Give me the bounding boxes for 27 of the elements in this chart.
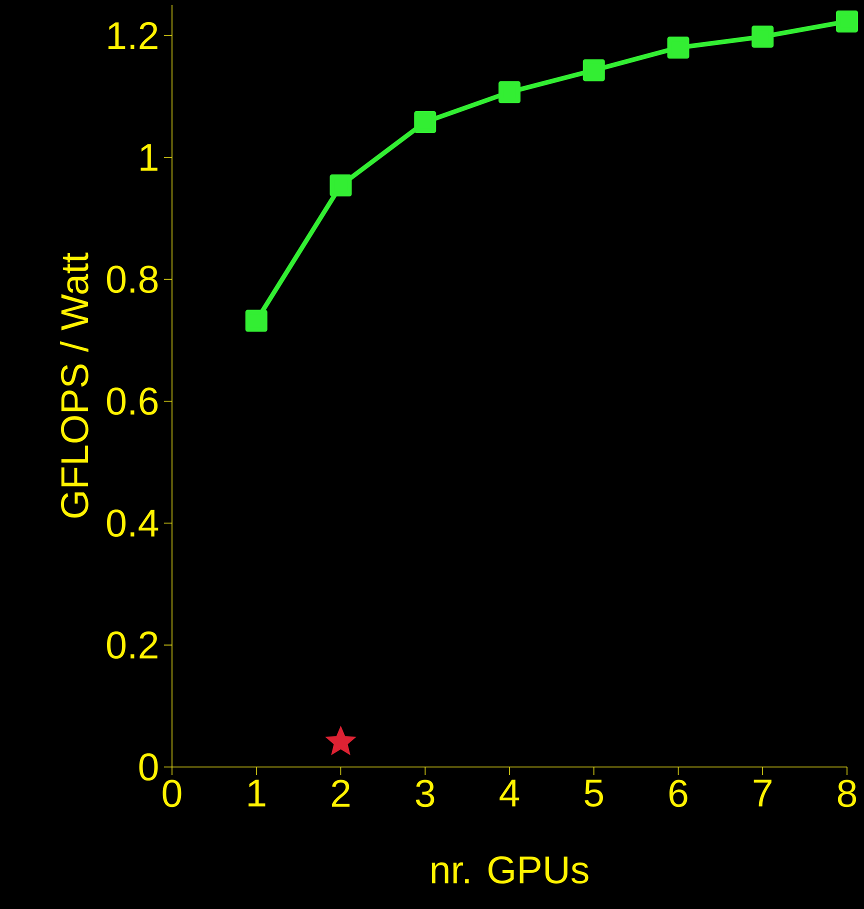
x-tick-label: 3 bbox=[416, 780, 434, 808]
point bbox=[582, 59, 605, 82]
x-tick-label: 1 bbox=[248, 780, 266, 806]
point bbox=[752, 26, 774, 48]
point bbox=[245, 310, 268, 332]
x-tick-label: 7 bbox=[754, 780, 772, 806]
point bbox=[667, 36, 690, 59]
y-axis-title: GFLOPS / Watt bbox=[60, 252, 88, 518]
x-tick-label: 2 bbox=[332, 780, 350, 807]
point bbox=[498, 81, 521, 104]
x-tick-label: 4 bbox=[500, 780, 520, 806]
x-tick-label: 6 bbox=[669, 780, 688, 808]
y-tick-label: 0 bbox=[139, 753, 158, 781]
y-tick-label: 1.2 bbox=[108, 22, 158, 49]
point bbox=[414, 111, 436, 134]
y-tick-label: 0.4 bbox=[107, 509, 158, 537]
x-tick-label: 8 bbox=[838, 780, 856, 808]
x-tick-label: 0 bbox=[162, 780, 182, 808]
y-tick-label: 1 bbox=[140, 144, 158, 171]
y-tick-label: 0.2 bbox=[107, 631, 158, 659]
y-tick-label: 0.8 bbox=[107, 266, 158, 293]
point bbox=[330, 174, 352, 196]
x-tick-label: 5 bbox=[584, 780, 604, 807]
x-axis-title: nr. GPUs bbox=[432, 856, 588, 884]
y-tick-label: 0.6 bbox=[107, 388, 158, 415]
point bbox=[836, 10, 858, 32]
point bbox=[326, 726, 356, 755]
